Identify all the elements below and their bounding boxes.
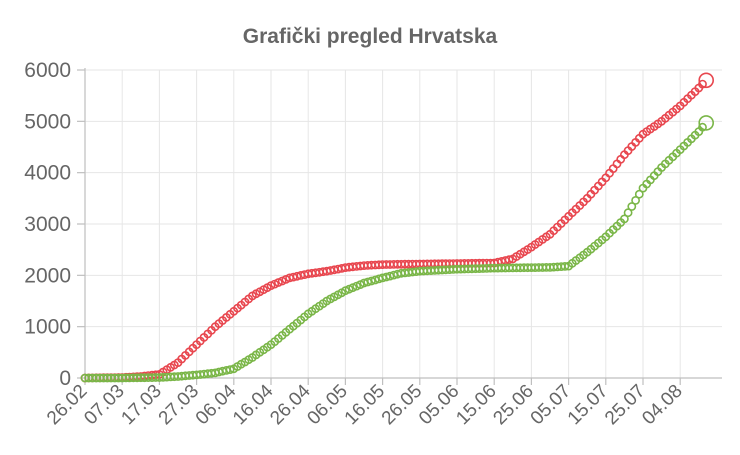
data-point [631, 195, 640, 205]
series-1 [80, 72, 715, 383]
data-point [366, 276, 376, 286]
data-point [698, 72, 715, 89]
data-point [698, 122, 707, 132]
y-tick-label: 6000 [24, 59, 71, 82]
y-tick-label: 5000 [24, 110, 71, 133]
x-tick-label: 04.08 [638, 381, 686, 429]
x-tick-label: 27.03 [155, 381, 203, 429]
x-tick-label: 07.03 [80, 381, 128, 429]
data-point [620, 214, 629, 224]
data-point [627, 202, 637, 211]
data-point [504, 255, 514, 265]
data-point [560, 261, 570, 271]
x-tick-label: 25.07 [601, 381, 649, 429]
x-tick-label: 15.06 [452, 381, 500, 429]
data-point [634, 189, 644, 199]
series-2 [80, 115, 715, 383]
x-tick-label: 05.06 [415, 381, 463, 429]
chart-title: Grafički pregled Hrvatska [243, 25, 498, 48]
data-point [623, 208, 633, 218]
y-tick-label: 2000 [24, 264, 71, 287]
x-tick-label: 16.04 [229, 380, 278, 429]
x-tick-label: 05.07 [527, 381, 575, 429]
y-tick-label: 4000 [24, 162, 71, 185]
x-tick-label: 06.04 [192, 380, 241, 429]
x-tick-label: 06.05 [303, 381, 351, 429]
data-point [225, 365, 235, 374]
data-point [698, 79, 707, 89]
y-tick-label: 1000 [24, 316, 71, 339]
x-tick-label: 26.05 [378, 381, 426, 429]
x-tick-label: 17.03 [117, 381, 165, 429]
x-tick-label: 25.06 [489, 381, 537, 429]
y-tick-label: 3000 [24, 213, 71, 236]
axes [77, 68, 722, 385]
grid [85, 69, 722, 378]
data-point [698, 115, 715, 131]
y-tick-label: 0 [59, 367, 71, 390]
series-group [80, 72, 715, 383]
x-tick-label: 26.04 [266, 380, 315, 429]
x-tick-label: 16.05 [341, 381, 389, 429]
x-tick-label: 15.07 [564, 381, 612, 429]
